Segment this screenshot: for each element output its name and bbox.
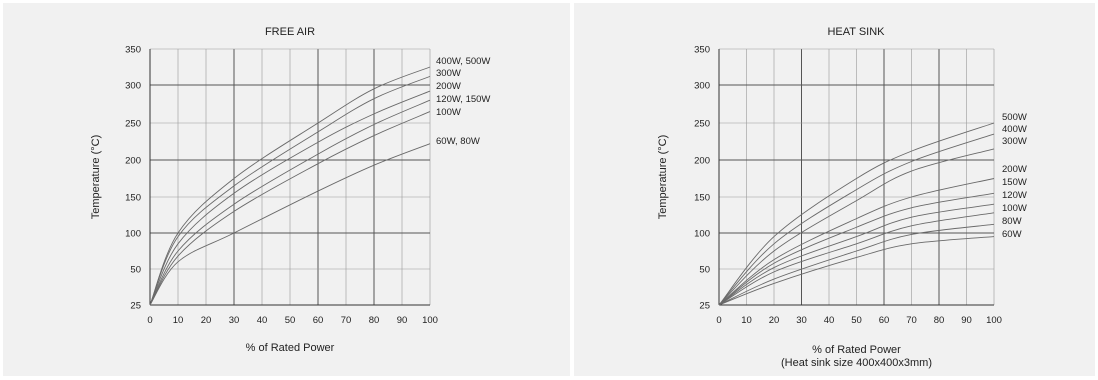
series-label: 100W — [436, 107, 461, 118]
x-tick-label: 100 — [986, 315, 1002, 326]
series-line — [718, 122, 995, 306]
y-tick-label: 25 — [130, 301, 141, 312]
series-label: 60W — [1002, 229, 1022, 240]
series-label: 300W — [436, 68, 461, 79]
chart-title: HEAT SINK — [827, 26, 885, 38]
series-label: 120W, 150W — [436, 94, 490, 105]
series-label: 400W, 500W — [436, 56, 490, 67]
x-tick-label: 60 — [879, 315, 890, 326]
series-line — [149, 75, 431, 306]
x-axis-sublabel: (Heat sink size 400x400x3mm) — [781, 357, 932, 369]
x-tick-label: 30 — [229, 315, 240, 326]
series-label: 200W — [436, 81, 461, 92]
x-tick-label: 40 — [257, 315, 268, 326]
series-line — [149, 99, 431, 306]
x-tick-label: 0 — [147, 315, 152, 326]
x-tick-label: 90 — [397, 315, 408, 326]
free-air-chart: FREE AIR 0 10 20 30 40 50 60 70 80 90 100 25 50 100 150… — [90, 26, 490, 354]
series-line — [718, 148, 995, 306]
x-tick-label: 100 — [422, 315, 438, 326]
y-tick-label: 150 — [125, 193, 141, 204]
heat-sink-chart: HEAT SINK 0 10 20 30 40 50 60 70 80 90 100 25 50 100 15… — [657, 26, 1027, 369]
y-tick-label: 150 — [694, 193, 710, 204]
x-tick-label: 40 — [824, 315, 835, 326]
series-line — [149, 111, 431, 306]
series-line — [718, 192, 995, 306]
series-line — [718, 223, 995, 306]
series-line — [718, 212, 995, 306]
y-tick-label: 200 — [694, 156, 710, 167]
series-line — [149, 143, 431, 306]
series-label: 500W — [1002, 112, 1027, 123]
x-axis-label: % of Rated Power — [246, 342, 335, 354]
y-tick-label: 200 — [125, 156, 141, 167]
x-tick-label: 90 — [961, 315, 972, 326]
x-tick-label: 10 — [173, 315, 184, 326]
y-tick-label: 300 — [125, 81, 141, 92]
y-tick-label: 100 — [125, 229, 141, 240]
y-tick-label: 350 — [694, 45, 710, 56]
series-label: 80W — [1002, 216, 1022, 227]
series-label: 100W — [1002, 203, 1027, 214]
x-tick-label: 80 — [934, 315, 945, 326]
series-line — [149, 66, 431, 306]
x-tick-label: 70 — [906, 315, 917, 326]
series-line — [718, 178, 995, 306]
chart-title: FREE AIR — [265, 26, 315, 38]
x-tick-label: 0 — [716, 315, 721, 326]
series-label: 120W — [1002, 190, 1027, 201]
x-tick-label: 50 — [851, 315, 862, 326]
series-label: 400W — [1002, 124, 1027, 135]
series-label: 200W — [1002, 164, 1027, 175]
x-tick-label: 60 — [313, 315, 324, 326]
x-tick-label: 50 — [285, 315, 296, 326]
x-tick-label: 10 — [741, 315, 752, 326]
x-axis-label: % of Rated Power — [812, 344, 901, 356]
x-tick-label: 70 — [341, 315, 352, 326]
series-label: 300W — [1002, 136, 1027, 147]
y-tick-label: 50 — [130, 265, 141, 276]
series-line — [718, 203, 995, 306]
y-tick-label: 50 — [699, 265, 710, 276]
series-line — [718, 133, 995, 306]
y-tick-label: 350 — [125, 45, 141, 56]
x-tick-label: 20 — [201, 315, 212, 326]
y-tick-label: 250 — [694, 119, 710, 130]
series-label: 150W — [1002, 177, 1027, 188]
series-label: 60W, 80W — [436, 136, 480, 147]
series-line — [718, 236, 995, 306]
heat-sink-panel: HEAT SINK 0 10 20 30 40 50 60 70 80 90 100 25 50 100 15… — [574, 3, 1095, 376]
y-tick-label: 300 — [694, 81, 710, 92]
x-tick-label: 20 — [769, 315, 780, 326]
y-axis-label: Temperature (°C) — [90, 135, 102, 219]
y-tick-label: 250 — [125, 119, 141, 130]
y-tick-label: 100 — [694, 229, 710, 240]
y-axis-label: Temperature (°C) — [657, 135, 669, 219]
series-line — [149, 90, 431, 306]
x-tick-label: 80 — [369, 315, 380, 326]
free-air-panel: FREE AIR 0 10 20 30 40 50 60 70 80 90 100 25 50 100 150… — [3, 3, 570, 376]
x-tick-label: 30 — [796, 315, 807, 326]
y-tick-label: 25 — [699, 301, 710, 312]
